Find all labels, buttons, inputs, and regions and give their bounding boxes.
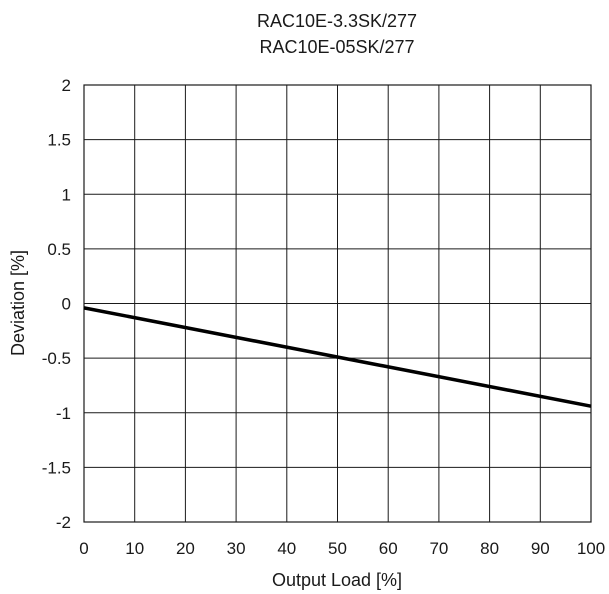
y-axis-ticks: 2 1.5 1 0.5 0 -0.5 -1 -1.5 -2	[42, 76, 71, 532]
y-tick-label: -1	[56, 404, 71, 423]
x-axis-label: Output Load [%]	[272, 570, 402, 590]
y-tick-label: -1.5	[42, 458, 71, 477]
y-tick-label: 2	[62, 76, 71, 95]
y-axis-label: Deviation [%]	[8, 250, 28, 356]
x-tick-label: 50	[328, 539, 347, 558]
x-tick-label: 30	[227, 539, 246, 558]
y-tick-label: 0	[62, 295, 71, 314]
x-tick-label: 20	[176, 539, 195, 558]
y-tick-label: 1	[62, 185, 71, 204]
y-tick-label: 1.5	[47, 131, 71, 150]
x-axis-ticks: 0 10 20 30 40 50 60 70 80 90 100	[79, 539, 605, 558]
chart-title: RAC10E-3.3SK/277 RAC10E-05SK/277	[257, 11, 417, 57]
x-tick-label: 10	[125, 539, 144, 558]
x-tick-label: 70	[429, 539, 448, 558]
chart-title-line-2: RAC10E-05SK/277	[259, 37, 414, 57]
x-tick-label: 80	[480, 539, 499, 558]
y-tick-label: 0.5	[47, 240, 71, 259]
x-tick-label: 100	[577, 539, 605, 558]
x-tick-label: 40	[277, 539, 296, 558]
plot-frame	[83, 84, 592, 523]
y-tick-label: -2	[56, 513, 71, 532]
series-line	[83, 306, 592, 408]
x-tick-label: 60	[379, 539, 398, 558]
x-tick-label: 90	[531, 539, 550, 558]
x-tick-label: 0	[79, 539, 88, 558]
grid	[84, 85, 591, 522]
series-layer	[83, 306, 592, 408]
y-tick-label: -0.5	[42, 349, 71, 368]
chart-title-line-1: RAC10E-3.3SK/277	[257, 11, 417, 31]
